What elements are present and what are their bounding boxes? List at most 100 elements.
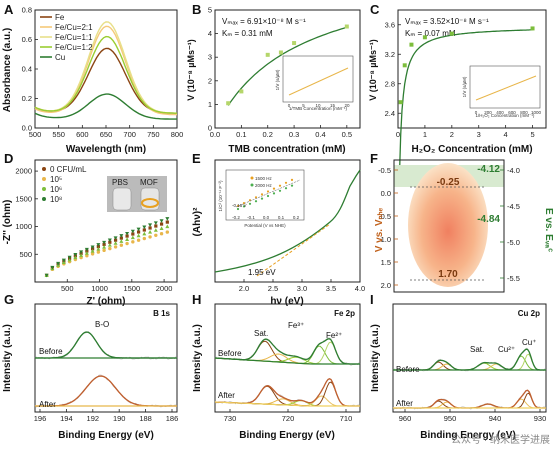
panel-d-s2-pt-21 [165, 224, 170, 229]
panel-g-xlabel: Binding Energy (eV) [58, 430, 154, 441]
panel-h-peak-fe2: Fe²⁺ [326, 331, 342, 340]
panel-b-point-0 [226, 101, 231, 106]
panel-e-bandgap: 1.95 eV [248, 268, 276, 277]
panel-a-xtick-1: 550 [52, 130, 65, 139]
panel-c-xlabel: H₂O₂ Concentration (mM) [411, 144, 532, 155]
panel-e: E Potential (V vs NHE) 1/C² (10⁻¹¹ F⁻²) … [192, 151, 365, 307]
panel-d-s2-pt-10 [102, 245, 107, 249]
panel-d-s1-pt-19 [154, 233, 158, 238]
panel-i-title: Cu 2p [518, 309, 540, 318]
panel-b-inset-xtick-3: 15 [330, 103, 336, 108]
panel-c-fit [398, 29, 533, 181]
panel-d-s1-pt-7 [85, 253, 89, 258]
panel-a-legend-4: Cu [55, 53, 65, 62]
panel-i-axes [392, 303, 547, 413]
panel-h-label: H [192, 292, 201, 307]
panel-d-xticks: 500 1000 1500 2000 [61, 279, 172, 293]
panel-c-yticks: 2.4 2.8 3.2 3.6 [385, 20, 401, 118]
panel-d-s0-pt-17 [142, 228, 146, 232]
panel-h-xticks: 730 720 710 [224, 409, 352, 423]
panel-g-ylabel: Intensity (a.u.) [2, 324, 13, 392]
panel-e-xtick-1: 2.5 [268, 284, 278, 293]
panel-d-s3-pt-11 [107, 238, 112, 243]
panel-d-s1-pt-17 [142, 236, 147, 241]
panel-b-ylabel: V (10⁻⁸ µMs⁻¹) [186, 39, 196, 100]
panel-a-xtick-4: 700 [123, 130, 136, 139]
panel-c-xtick-0: 0 [396, 130, 400, 139]
watermark: 公众号 · 纳米医学进展 [451, 435, 550, 446]
panel-a-ytick-3: 0.6 [22, 35, 32, 44]
panel-g-envelope-1 [35, 375, 177, 407]
panel-c-xtick-5: 5 [530, 130, 534, 139]
panel-c-point-4 [449, 31, 454, 36]
panel-d-s2-pt-9 [96, 247, 101, 251]
panel-i-peak-sat: Sat. [470, 345, 484, 354]
panel-b-yticks: 0 1 2 3 4 5 [208, 6, 218, 133]
panel-b-xtick-0: 0.0 [210, 130, 220, 139]
panel-h: H Fe 2p Sat. Fe³⁺ Fe²⁺ Before After 730 7… [192, 292, 361, 441]
panel-d-s1-pt-12 [113, 245, 118, 249]
panel-d-s0-pt-14 [125, 234, 129, 238]
panel-c-points [398, 26, 535, 105]
panel-c-ylabel: V (10⁻⁸ µMs⁻¹) [368, 39, 378, 100]
panel-d-s1-pt-13 [119, 243, 124, 247]
panel-f-left-ticks: -0.5 0.0 0.5 1.0 1.5 2.0 [378, 166, 398, 290]
panel-c-point-3 [422, 35, 427, 40]
panel-h-xlabel: Binding Energy (eV) [239, 430, 335, 441]
panel-d-s3-pt-16 [136, 227, 141, 232]
panel-f-axes [393, 159, 505, 293]
panel-d-s2-pt-16 [136, 233, 141, 238]
panel-b-inset-xtick-1: 5 [302, 103, 305, 108]
panel-d-s1-pt-9 [96, 250, 101, 254]
panel-d-s3-pt-12 [113, 236, 118, 240]
panel-f-right-ticks: -4.0 -4.5 -5.0 -5.5 [500, 166, 520, 283]
panel-i-xtick-0: 960 [399, 414, 412, 423]
panel-i-xtick-2: 940 [489, 414, 502, 423]
panel-c-point-2 [409, 42, 414, 47]
panel-e-inset: Potential (V vs NHE) 1/C² (10⁻¹¹ F⁻²) -0… [218, 169, 305, 228]
panel-d-s0-pt-16 [136, 230, 141, 234]
panel-b-xtick-3: 0.3 [289, 130, 299, 139]
panel-e-xlabel: hν (eV) [270, 296, 303, 307]
panel-i-xtick-3: 930 [534, 414, 547, 423]
panel-e-axes [214, 159, 361, 283]
panel-g: G B 1s B-O Before After 196 194 192 190 188 1… [2, 292, 178, 441]
panel-c-inset-xtick-0: 0 [475, 110, 478, 115]
panel-d-s3-pt-18 [148, 223, 153, 228]
panel-d-s0-pt-19 [154, 224, 158, 228]
panel-c-ytick-2: 3.2 [385, 50, 395, 59]
panel-d-s2-pt-12 [113, 241, 118, 245]
panel-b-point-3 [278, 50, 283, 55]
panel-d-xtick-0: 500 [61, 284, 74, 293]
panel-e-inset-xtick-1: -0.1 [247, 215, 255, 220]
panel-a-ytick-1: 0.2 [22, 94, 32, 103]
panel-c-vmax: Vₘₐₓ = 3.52×10⁻⁸ M s⁻¹ [405, 17, 489, 26]
panel-d-s0-pt-20 [159, 222, 164, 226]
panel-a-xlabel: Wavelength (nm) [66, 144, 146, 155]
panel-h-before: Before [218, 349, 242, 358]
panel-a-ytick-4: 0.8 [22, 6, 32, 15]
panel-h-ylabel: Intensity (a.u.) [192, 324, 203, 392]
panel-d-ytick-0: 500 [19, 250, 32, 259]
panel-b-ytick-1: 1 [208, 100, 212, 109]
panel-f-ltick-3: 1.0 [381, 235, 391, 244]
panel-b-points [226, 24, 349, 106]
panel-h-xtick-1: 720 [282, 414, 295, 423]
panel-c-inset-xtick-4: 800 [520, 110, 528, 115]
panel-d-xtick-1: 1000 [91, 284, 108, 293]
panel-b-point-5 [344, 24, 349, 29]
panel-g-curves [34, 330, 178, 408]
panel-b-label: B [192, 2, 201, 17]
panel-f-rtick-2: -5.0 [507, 238, 520, 247]
panel-d-legend-1: 10⁵ [50, 175, 62, 184]
panel-c-xticks: 0 1 2 3 4 5 [396, 125, 535, 139]
panel-d-s3-pt-13 [119, 234, 124, 238]
panel-d-s1-pt-16 [136, 238, 141, 242]
panel-c-ytick-0: 2.4 [385, 109, 395, 118]
panel-c-inset-xtick-5: 1000 [531, 110, 542, 115]
panel-d-s1-pt-11 [108, 246, 112, 251]
panel-h-curves [214, 337, 361, 407]
panel-c-km: Kₘ = 0.07 mM [405, 29, 456, 38]
